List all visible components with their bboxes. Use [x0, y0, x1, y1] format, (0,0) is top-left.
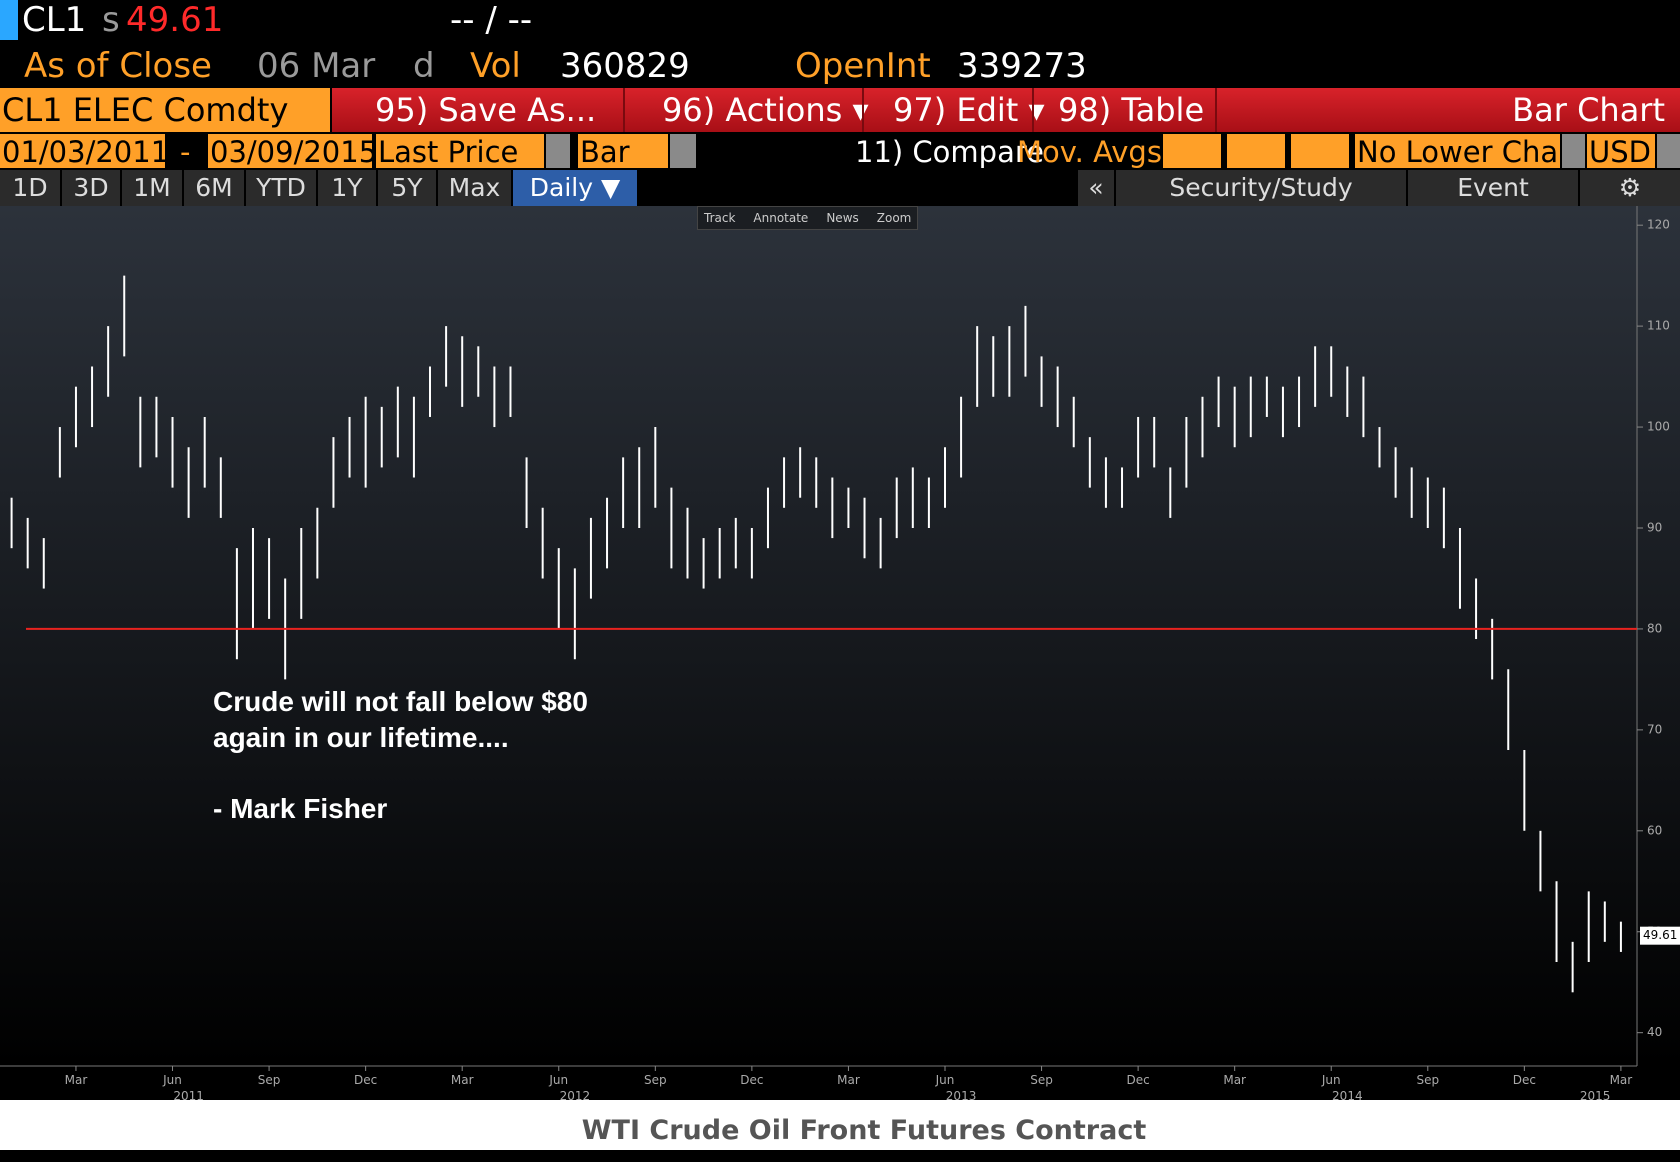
footer — [0, 1100, 1680, 1150]
x-tick-label: Mar — [837, 1073, 860, 1087]
y-tick-label: 70 — [1647, 722, 1662, 736]
last-price-tag — [1640, 926, 1680, 945]
year-label: 2014 — [1332, 1089, 1363, 1100]
price: 49.61 — [126, 0, 224, 40]
range-tab[interactable]: Max — [438, 170, 511, 206]
security-study[interactable]: Security/Study — [1116, 170, 1406, 206]
field[interactable]: Last Price — [376, 134, 544, 168]
annotation: Crude will not fall below $80 — [213, 686, 588, 717]
x-tick-label: Sep — [1030, 1073, 1053, 1087]
x-tick-label: Dec — [740, 1073, 763, 1087]
button[interactable]: 98) Table — [1058, 91, 1205, 129]
vol: 360829 — [560, 46, 690, 86]
annotation: - Mark Fisher — [213, 793, 387, 824]
date: 06 Mar — [257, 46, 376, 86]
field-box[interactable] — [1227, 134, 1285, 168]
range-tab[interactable]: 3D — [62, 170, 120, 206]
openint-label: OpenInt — [795, 46, 931, 86]
dropdown[interactable] — [1562, 134, 1585, 168]
year-label: 2013 — [946, 1089, 977, 1100]
field-box[interactable] — [1163, 134, 1221, 168]
frequency-tab[interactable]: Daily ▼ — [513, 170, 637, 206]
change: -- / -- — [450, 0, 533, 40]
settings-gear[interactable]: ⚙ — [1580, 170, 1680, 206]
separator — [1215, 88, 1217, 132]
y-tick-label: 100 — [1647, 420, 1670, 434]
view-title: Bar Chart — [1512, 91, 1665, 129]
range-tab[interactable]: 1D — [0, 170, 60, 206]
x-tick-label: Dec — [1126, 1073, 1149, 1087]
range-tab[interactable]: YTD — [246, 170, 316, 206]
separator — [862, 88, 864, 132]
x-tick-label: Jun — [548, 1073, 568, 1087]
button[interactable]: 96) Actions ▾ — [662, 91, 869, 129]
as-of: As of Close — [24, 46, 212, 86]
openint: 339273 — [957, 46, 1087, 86]
end-date[interactable]: 03/09/2015 — [208, 134, 372, 168]
compare[interactable]: 11) Compare — [855, 135, 1044, 169]
range-tab[interactable]: 6M — [184, 170, 244, 206]
separator — [1032, 88, 1034, 132]
x-tick-label: Dec — [354, 1073, 377, 1087]
year-label: 2015 — [1580, 1089, 1611, 1100]
dropdown[interactable] — [546, 134, 570, 168]
annotation: again in our lifetime.... — [213, 722, 509, 753]
tool[interactable]: Annotate — [753, 211, 809, 225]
x-tick-label: Jun — [162, 1073, 182, 1087]
ticker: CL1 — [22, 0, 87, 40]
x-tick-label: Mar — [1223, 1073, 1246, 1087]
frequency: d — [413, 46, 435, 86]
collapse[interactable]: « — [1078, 170, 1114, 206]
style[interactable]: Bar — [578, 134, 668, 168]
year-label: 2011 — [173, 1089, 204, 1100]
separator — [623, 88, 625, 132]
date-dash: - — [180, 135, 191, 169]
range-tab[interactable]: 1Y — [318, 170, 376, 206]
event[interactable]: Event — [1408, 170, 1578, 206]
tool[interactable]: Track — [704, 211, 736, 225]
tool[interactable]: Zoom — [876, 211, 912, 225]
x-tick-label: Mar — [1610, 1073, 1633, 1087]
year-label: 2012 — [560, 1089, 591, 1100]
cursor — [0, 0, 18, 40]
x-tick-label: Dec — [1513, 1073, 1536, 1087]
price-prefix: s — [102, 0, 120, 40]
chart-toolbar: Track Annotate News Zoom — [697, 206, 919, 230]
dropdown[interactable] — [1657, 134, 1680, 168]
security[interactable]: CL1 ELEC Comdty — [0, 88, 330, 132]
y-tick-label: 110 — [1647, 319, 1670, 333]
x-tick-label: Jun — [1321, 1073, 1341, 1087]
y-tick-label: 90 — [1647, 520, 1662, 534]
range-tab[interactable]: 5Y — [378, 170, 436, 206]
y-tick-label: 120 — [1647, 218, 1670, 232]
vol-label: Vol — [470, 46, 521, 86]
caption: WTI Crude Oil Front Futures Contract — [581, 1115, 1147, 1146]
chart: 405060708090100110120MarJunSepDecMarJunS… — [0, 206, 1680, 1100]
x-tick-label: Mar — [451, 1073, 474, 1087]
y-tick-label: 60 — [1647, 823, 1662, 837]
lower-chart[interactable]: No Lower Chart — [1355, 134, 1560, 168]
y-tick-label: 40 — [1647, 1025, 1662, 1039]
field-box[interactable] — [1291, 134, 1349, 168]
last-price-label: 49.61 — [1643, 928, 1677, 942]
button[interactable]: 97) Edit ▾ — [893, 91, 1045, 129]
button[interactable]: 95) Save As... — [375, 91, 597, 129]
currency[interactable]: USD — [1587, 134, 1655, 168]
tool[interactable]: News — [826, 211, 859, 225]
x-tick-label: Sep — [644, 1073, 667, 1087]
start-date[interactable]: 01/03/2011 — [0, 134, 165, 168]
mov-avgs[interactable]: Mov. Avgs — [1017, 135, 1162, 169]
action-bar — [332, 88, 1680, 132]
plot-background — [0, 206, 1680, 1066]
x-tick-label: Jun — [935, 1073, 955, 1087]
range-tab[interactable]: 1M — [122, 170, 182, 206]
dropdown[interactable] — [670, 134, 696, 168]
x-tick-label: Mar — [65, 1073, 88, 1087]
x-tick-label: Sep — [1416, 1073, 1439, 1087]
y-tick-label: 80 — [1647, 621, 1662, 635]
x-tick-label: Sep — [258, 1073, 281, 1087]
